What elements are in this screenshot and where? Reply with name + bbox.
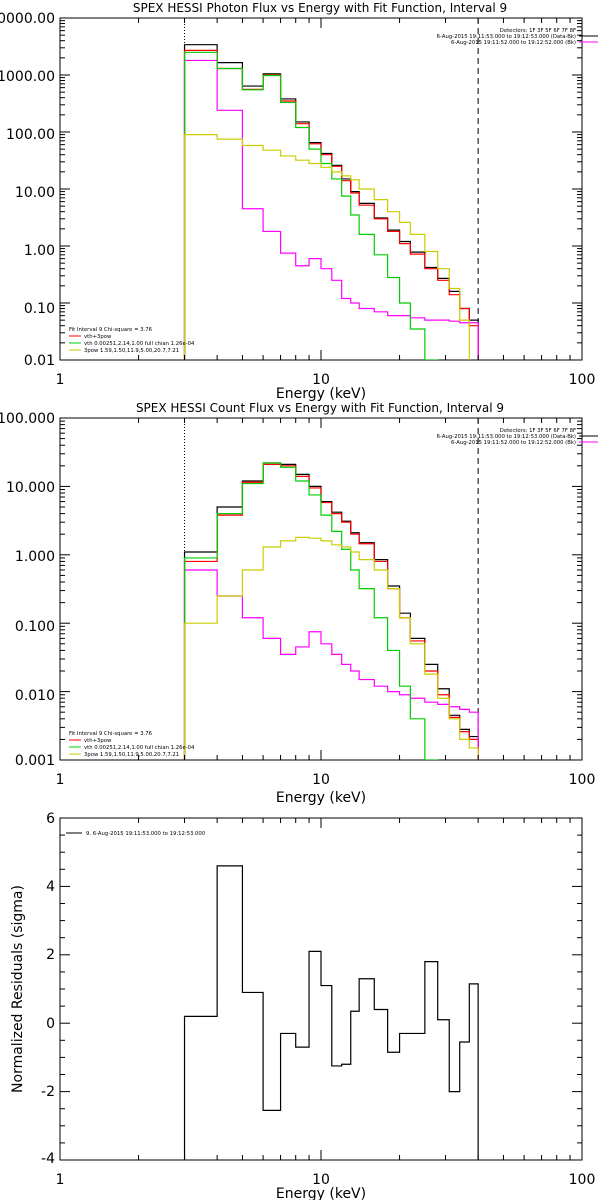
y-tick-label: 4 <box>46 879 55 895</box>
model-total-label-2: vth+3pow <box>84 738 112 744</box>
series-line-vth-3pow <box>183 463 479 760</box>
series-line-vth <box>183 51 439 360</box>
y-tick-label: 0.01 <box>24 353 55 369</box>
x-tick-label: 100 <box>569 1172 596 1188</box>
y-axis-label-3: Normalized Residuals (sigma) <box>10 885 26 1093</box>
plot-area-2 <box>59 417 598 761</box>
detectors-label-2: Detectors: 1F 3F 5F 6F 7F 8F <box>500 428 576 434</box>
x-axis-label-2: Energy (keV) <box>276 790 366 806</box>
x-axis-label-1: Energy (keV) <box>276 386 366 402</box>
plot-clip-region <box>183 18 479 360</box>
series-line-data-bk <box>183 44 479 360</box>
axis-ticks <box>59 817 583 1161</box>
y-tick-label: 1.00 <box>24 243 55 259</box>
x-tick-label: 100 <box>569 372 596 388</box>
legend-label-3: 9. 6-Aug-2015 19:11:53.000 to 19:12:53.0… <box>86 831 206 837</box>
pow-param-label-1: 3pow 1.59,1.50,11.9,5.00,20.7,7.21 <box>84 348 179 354</box>
y-tick-label: 0 <box>46 1016 55 1032</box>
bk-interval-label-1: 6-Aug-2015 19:11:52.000 to 19:12:52.000 … <box>451 40 576 46</box>
plot-area-1 <box>59 17 598 361</box>
axis-ticks <box>59 417 583 761</box>
fit-interval-label-2: Fit Interval 9 Chi-square = 3.76 <box>69 731 153 737</box>
panel-3: 9. 6-Aug-2015 19:11:53.000 to 19:12:53.0… <box>10 811 596 1202</box>
y-tick-label: 2 <box>46 947 55 963</box>
panel-2: SPEX HESSI Count Flux vs Energy with Fit… <box>0 401 598 806</box>
x-tick-label: 1 <box>56 372 65 388</box>
fit-interval-label-1: Fit Interval 9 Chi-square = 3.76 <box>69 327 153 333</box>
x-axis-label-3: Energy (keV) <box>276 1186 366 1200</box>
series-line-9-6-aug-2015-19-11-53-000-to-19-12-53-000 <box>183 865 479 1160</box>
x-tick-label: 1 <box>56 1172 65 1188</box>
series-line-vth <box>183 462 439 760</box>
y-tick-label: -4 <box>41 1151 55 1167</box>
data-interval-label-1: 6-Aug-2015 19:11:53.000 to 19:12:53.000 … <box>437 34 576 40</box>
plot-clip-region <box>183 418 479 760</box>
chart-title-1: SPEX HESSI Photon Flux vs Energy with Fi… <box>133 1 507 15</box>
pow-param-label-2: 3pow 1.59,1.50,11.9,5.00,20.7,7.21 <box>84 752 179 758</box>
y-tick-label: -2 <box>41 1084 55 1100</box>
plot-area-3 <box>59 817 583 1161</box>
axis-ticks <box>59 17 583 361</box>
y-tick-label: 100.000 <box>0 411 55 427</box>
y-tick-label: 6 <box>46 811 55 827</box>
x-tick-label: 10 <box>312 772 330 788</box>
y-tick-label: 0.010 <box>15 688 55 704</box>
y-tick-label: 0.100 <box>15 619 55 635</box>
series-line-3pow <box>183 134 470 360</box>
series-line-bk <box>183 569 479 760</box>
vth-param-label-1: vth 0.00251,2.14,1.00 full chian 1.26e-0… <box>84 341 195 347</box>
x-tick-label: 10 <box>312 1172 330 1188</box>
data-interval-label-2: 6-Aug-2015 19:11:53.000 to 19:12:53.000 … <box>437 434 576 440</box>
y-tick-label: 1.000 <box>15 549 55 565</box>
x-tick-label: 1 <box>56 772 65 788</box>
x-tick-label: 10 <box>312 372 330 388</box>
x-tick-label: 100 <box>569 772 596 788</box>
chart-title-2: SPEX HESSI Count Flux vs Energy with Fit… <box>136 401 504 415</box>
plot-clip-region <box>183 865 479 1160</box>
y-tick-label: 10.000 <box>6 480 55 496</box>
series-line-3pow <box>183 536 479 760</box>
bk-interval-label-2: 6-Aug-2015 19:11:52.000 to 19:12:52.000 … <box>451 440 576 446</box>
y-tick-label: 1000.00 <box>0 69 55 85</box>
series-line-bk <box>183 59 479 360</box>
y-tick-label: 0.10 <box>24 301 55 317</box>
y-tick-label: 0.001 <box>15 753 55 769</box>
model-total-label-1: vth+3pow <box>84 334 112 340</box>
detectors-label-1: Detectors: 1F 3F 5F 6F 7F 8F <box>500 28 576 34</box>
y-tick-label: 10.00 <box>15 185 55 201</box>
vth-param-label-2: vth 0.00251,2.14,1.00 full chian 1.26e-0… <box>84 745 195 751</box>
y-tick-label: 100.00 <box>6 127 55 143</box>
panel-1: SPEX HESSI Photon Flux vs Energy with Fi… <box>0 1 598 402</box>
